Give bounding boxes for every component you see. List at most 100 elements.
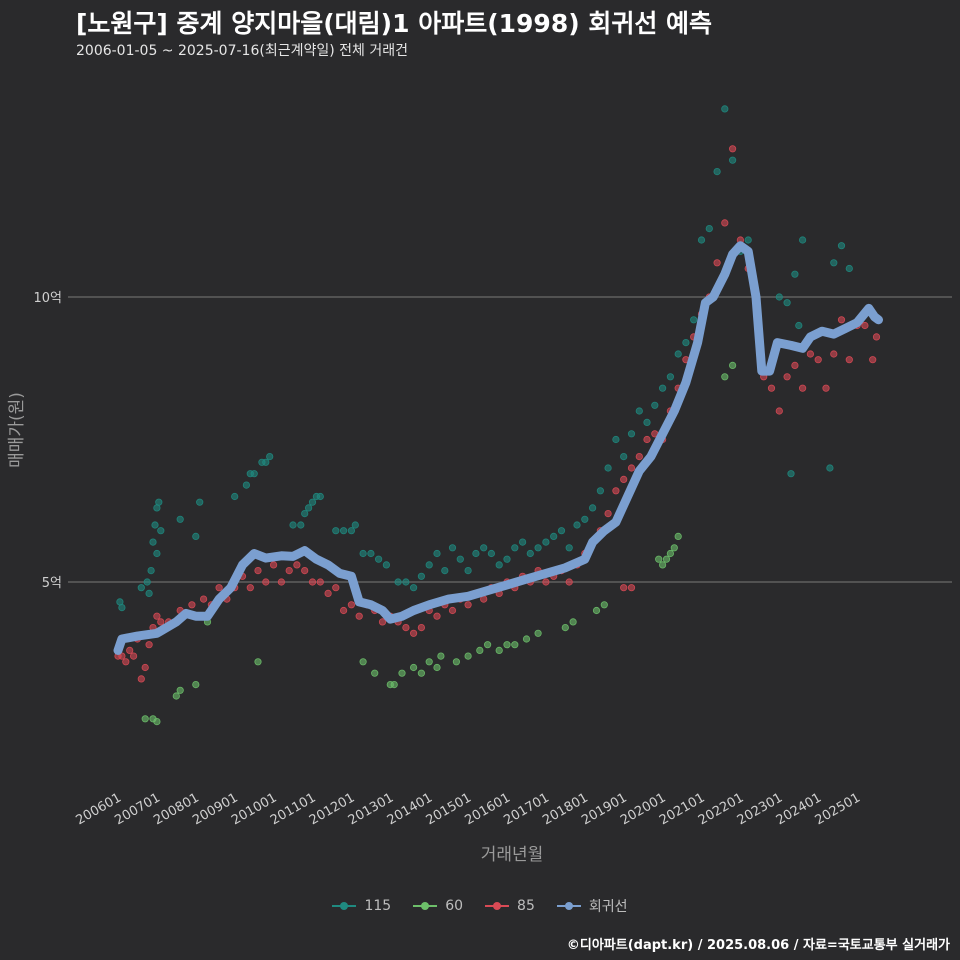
point-60 bbox=[433, 663, 441, 672]
point-85 bbox=[347, 601, 355, 609]
y-tick-label: 5억 bbox=[42, 576, 62, 591]
point-85 bbox=[285, 566, 293, 575]
point-115 bbox=[795, 321, 803, 330]
legend-key-icon bbox=[556, 901, 581, 911]
point-60 bbox=[655, 555, 663, 563]
point-60 bbox=[522, 635, 531, 643]
point-115 bbox=[826, 464, 834, 472]
grid-lines bbox=[68, 296, 952, 583]
point-115 bbox=[192, 532, 200, 541]
point-115 bbox=[304, 504, 313, 512]
point-85 bbox=[269, 561, 278, 569]
legend-key-icon bbox=[413, 901, 438, 911]
point-115 bbox=[464, 566, 472, 575]
point-115 bbox=[518, 538, 527, 546]
point-115 bbox=[783, 299, 791, 307]
point-115 bbox=[339, 527, 348, 535]
point-115 bbox=[721, 105, 729, 113]
point-85 bbox=[872, 333, 881, 341]
point-115 bbox=[332, 527, 340, 535]
point-60 bbox=[371, 669, 379, 677]
point-115 bbox=[149, 538, 157, 546]
point-85 bbox=[767, 384, 776, 392]
point-60 bbox=[390, 680, 398, 689]
point-115 bbox=[153, 549, 161, 558]
point-85 bbox=[837, 316, 846, 324]
y-axis-ticks: 5억 10억 bbox=[33, 291, 62, 591]
point-85 bbox=[464, 601, 472, 609]
point-60 bbox=[417, 669, 425, 677]
point-115 bbox=[550, 532, 558, 541]
point-115 bbox=[262, 458, 270, 466]
legend-label: 85 bbox=[517, 898, 535, 914]
point-85 bbox=[620, 584, 628, 592]
point-60 bbox=[534, 629, 542, 637]
point-115 bbox=[242, 481, 250, 489]
point-60 bbox=[476, 646, 484, 655]
point-60 bbox=[721, 373, 729, 381]
point-60 bbox=[592, 606, 601, 615]
point-85 bbox=[713, 259, 721, 267]
point-60 bbox=[452, 658, 460, 666]
point-115 bbox=[697, 236, 706, 244]
point-115 bbox=[705, 225, 713, 233]
point-60 bbox=[425, 658, 433, 666]
point-115 bbox=[627, 430, 636, 438]
point-85 bbox=[126, 646, 134, 655]
point-85 bbox=[814, 356, 822, 364]
point-60 bbox=[409, 663, 418, 672]
point-85 bbox=[620, 475, 628, 483]
point-115 bbox=[151, 521, 159, 529]
point-115 bbox=[511, 544, 519, 552]
point-115 bbox=[297, 521, 305, 529]
point-115 bbox=[542, 538, 550, 546]
point-60 bbox=[153, 717, 161, 726]
point-115 bbox=[744, 236, 752, 244]
point-115 bbox=[596, 487, 605, 495]
legend-item: 60 bbox=[413, 896, 463, 916]
point-115 bbox=[402, 578, 410, 586]
point-85 bbox=[402, 623, 410, 632]
point-85 bbox=[262, 578, 270, 586]
point-115 bbox=[798, 236, 807, 244]
point-85 bbox=[324, 589, 332, 598]
point-115 bbox=[620, 452, 628, 461]
point-115 bbox=[557, 527, 566, 535]
legend-item: 회귀선 bbox=[556, 896, 628, 916]
point-115 bbox=[791, 270, 799, 278]
point-115 bbox=[367, 549, 375, 558]
point-85 bbox=[861, 321, 869, 330]
regression-line bbox=[113, 241, 883, 655]
point-60 bbox=[569, 618, 577, 626]
chart-subtitle: 2006-01-05 ~ 2025-07-16(최근계약일) 전체 거래건 bbox=[76, 43, 408, 59]
point-60 bbox=[192, 680, 200, 689]
point-85 bbox=[433, 612, 441, 620]
point-115 bbox=[775, 293, 783, 301]
point-85 bbox=[806, 350, 815, 358]
point-115 bbox=[157, 527, 165, 535]
point-115 bbox=[472, 549, 480, 558]
point-115 bbox=[143, 578, 151, 586]
point-85 bbox=[316, 578, 324, 586]
point-85 bbox=[635, 452, 643, 461]
point-115 bbox=[374, 555, 383, 563]
point-60 bbox=[483, 641, 492, 649]
point-115 bbox=[155, 498, 163, 506]
point-85 bbox=[301, 566, 309, 575]
legend-label: 회귀선 bbox=[588, 899, 628, 915]
point-85 bbox=[157, 618, 165, 626]
point-115 bbox=[658, 384, 667, 392]
point-115 bbox=[495, 561, 503, 569]
point-60 bbox=[495, 646, 503, 655]
point-115 bbox=[308, 498, 317, 506]
point-60 bbox=[176, 686, 184, 694]
point-85 bbox=[798, 384, 807, 392]
point-115 bbox=[359, 549, 367, 558]
point-85 bbox=[721, 219, 729, 227]
point-115 bbox=[635, 407, 643, 415]
point-115 bbox=[487, 549, 495, 558]
point-85 bbox=[869, 356, 877, 364]
point-85 bbox=[791, 361, 799, 369]
point-115 bbox=[682, 338, 690, 347]
point-85 bbox=[293, 561, 301, 569]
